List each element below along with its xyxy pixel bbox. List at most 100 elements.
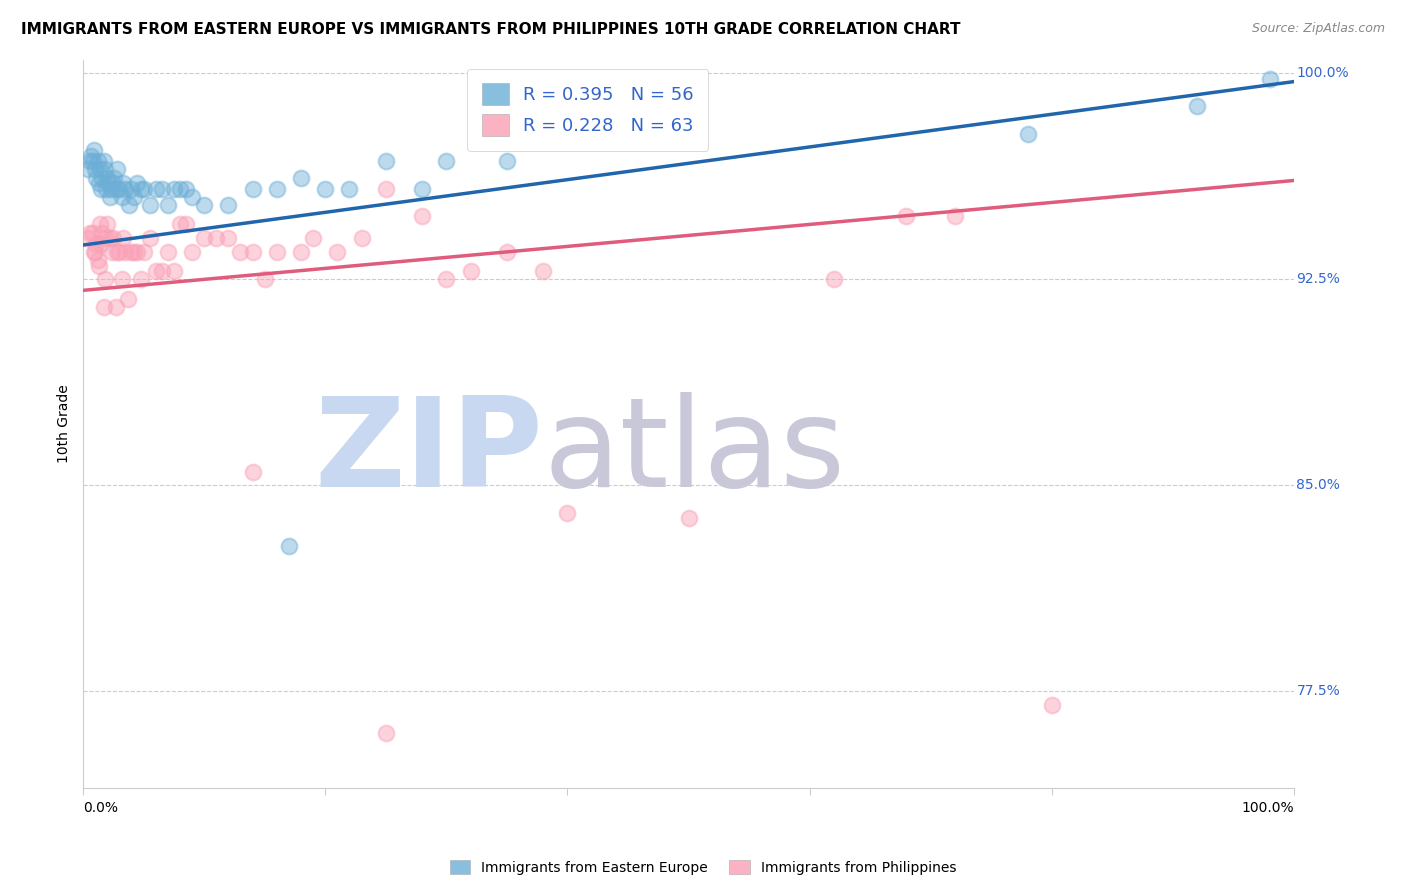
Text: 100.0%: 100.0% [1241,801,1294,815]
Point [132,182,155,196]
Point [93,300,115,314]
Point [80,149,103,163]
Point [411,182,433,196]
Text: atlas: atlas [543,392,845,513]
Point [434,272,457,286]
Point [495,244,517,259]
Point [374,154,396,169]
Point [100,182,122,196]
Point [138,231,160,245]
Legend: R = 0.395   N = 56, R = 0.228   N = 63: R = 0.395 N = 56, R = 0.228 N = 63 [467,69,709,151]
Point [150,182,173,196]
Point [94,231,117,245]
Point [96,218,118,232]
Point [127,176,149,190]
Point [127,244,149,259]
Point [105,162,128,177]
Legend: Immigrants from Eastern Europe, Immigrants from Philippines: Immigrants from Eastern Europe, Immigran… [444,855,962,880]
Point [104,300,127,314]
Text: Source: ZipAtlas.com: Source: ZipAtlas.com [1251,22,1385,36]
Point [181,244,204,259]
Point [129,182,152,196]
Point [253,272,276,286]
Point [557,506,579,520]
Point [163,182,186,196]
Point [87,259,110,273]
Point [111,176,134,190]
Point [943,209,966,223]
Point [302,231,325,245]
Point [90,236,112,251]
Y-axis label: 10th Grade: 10th Grade [58,384,72,463]
Point [174,182,197,196]
Point [122,190,145,204]
Point [111,231,134,245]
Point [823,272,845,286]
Point [111,272,134,286]
Point [277,539,299,553]
Point [103,170,125,185]
Point [98,231,121,245]
Point [108,182,131,196]
Point [217,198,239,212]
Point [229,244,252,259]
Point [193,231,215,245]
Point [174,218,197,232]
Point [89,162,111,177]
Point [82,154,104,169]
Text: 77.5%: 77.5% [1296,684,1340,698]
Point [242,244,264,259]
Point [111,190,134,204]
Point [156,198,179,212]
Point [145,264,167,278]
Text: 100.0%: 100.0% [1296,66,1350,80]
Point [114,182,136,196]
Point [434,154,457,169]
Point [89,218,111,232]
Point [94,162,117,177]
Point [495,154,517,169]
Point [896,209,918,223]
Point [242,182,264,196]
Point [181,190,204,204]
Point [193,198,215,212]
Point [86,253,108,268]
Point [84,170,107,185]
Point [374,725,396,739]
Point [290,244,312,259]
Point [87,176,110,190]
Point [94,272,117,286]
Point [290,170,312,185]
Point [132,244,155,259]
Point [156,244,179,259]
Point [84,236,107,251]
Point [98,190,121,204]
Point [101,244,124,259]
Point [326,244,349,259]
Point [79,226,101,240]
Point [163,264,186,278]
Point [169,182,191,196]
Point [97,176,120,190]
Point [1040,698,1063,713]
Point [104,182,127,196]
Point [678,511,700,525]
Point [114,244,136,259]
Point [79,154,101,169]
Point [150,264,173,278]
Point [129,272,152,286]
Point [169,218,191,232]
Point [86,154,108,169]
Point [350,231,373,245]
Point [138,198,160,212]
Point [242,465,264,479]
Point [1185,99,1208,113]
Point [83,143,105,157]
Point [1258,71,1281,86]
Point [96,170,118,185]
Text: IMMIGRANTS FROM EASTERN EUROPE VS IMMIGRANTS FROM PHILIPPINES 10TH GRADE CORRELA: IMMIGRANTS FROM EASTERN EUROPE VS IMMIGR… [21,22,960,37]
Point [118,198,141,212]
Point [103,176,125,190]
Point [411,209,433,223]
Point [122,244,145,259]
